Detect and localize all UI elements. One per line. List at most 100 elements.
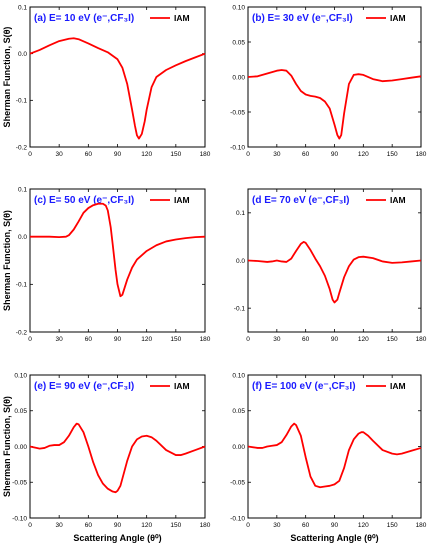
chart-panel-a: 0 30 60 90 120 150 180 -0.2 -0.1 0.0 0.1 Sherman Fu… bbox=[2, 4, 211, 158]
y-tick-label: -0.05 bbox=[230, 109, 245, 116]
x-tick-label: 0 bbox=[28, 336, 32, 343]
y-tick-label: 0.10 bbox=[232, 372, 245, 379]
legend-label: IAM bbox=[390, 195, 406, 205]
y-tick-label: 0.05 bbox=[14, 408, 27, 415]
x-tick-label: 180 bbox=[416, 522, 427, 529]
y-tick-label: 0.0 bbox=[18, 234, 27, 241]
y-tick-label: 0.05 bbox=[232, 408, 245, 415]
legend-label: IAM bbox=[174, 195, 190, 205]
y-tick-label: -0.05 bbox=[230, 480, 245, 487]
x-tick-label: 120 bbox=[141, 151, 152, 158]
plot-frame bbox=[29, 6, 206, 148]
x-tick-label: 90 bbox=[114, 336, 122, 343]
y-tick-label: -0.10 bbox=[12, 515, 27, 522]
x-tick-label: 60 bbox=[302, 151, 310, 158]
y-tick-label: -0.2 bbox=[16, 144, 28, 151]
x-tick-label: 60 bbox=[85, 151, 93, 158]
panel-title: (a) E= 10 eV (e⁻,CF₃I) bbox=[34, 13, 134, 24]
series-line-iam bbox=[29, 37, 206, 140]
x-tick-label: 30 bbox=[56, 151, 64, 158]
y-tick-label: 0.05 bbox=[232, 39, 245, 46]
y-axis-label: Sherman Function, S(θ) bbox=[2, 210, 12, 311]
x-tick-label: 60 bbox=[85, 336, 93, 343]
y-tick-label: -0.2 bbox=[16, 329, 28, 336]
x-tick-label: 0 bbox=[246, 336, 250, 343]
x-tick-label: 30 bbox=[273, 151, 281, 158]
x-tick-label: 120 bbox=[141, 522, 152, 529]
plot-frame bbox=[29, 188, 206, 333]
x-tick-label: 0 bbox=[246, 151, 250, 158]
y-axis-label: Sherman Function, S(θ) bbox=[2, 396, 12, 497]
y-tick-label: 0.1 bbox=[18, 4, 27, 11]
panel-title: (c) E= 50 eV (e⁻,CF₃I) bbox=[34, 195, 134, 206]
y-tick-label: 0.00 bbox=[232, 444, 245, 451]
y-tick-label: 0.1 bbox=[236, 210, 245, 217]
x-tick-label: 180 bbox=[200, 151, 211, 158]
x-tick-label: 0 bbox=[246, 522, 250, 529]
x-tick-label: 150 bbox=[170, 151, 181, 158]
x-tick-label: 120 bbox=[358, 151, 369, 158]
x-tick-label: 90 bbox=[331, 336, 339, 343]
x-tick-label: 150 bbox=[387, 151, 398, 158]
chart-panel-e: 0 30 60 90 120 150 180 -0.10 -0.05 0.00 0.05 0.10 Sh… bbox=[2, 372, 211, 543]
x-tick-label: 0 bbox=[28, 522, 32, 529]
y-tick-label: -0.1 bbox=[234, 305, 246, 312]
y-axis-label: Sherman Function, S(θ) bbox=[2, 27, 12, 128]
series-line-iam bbox=[30, 202, 206, 298]
x-tick-label: 180 bbox=[416, 151, 427, 158]
x-tick-label: 150 bbox=[387, 522, 398, 529]
series-line-iam bbox=[247, 241, 422, 304]
series-line-iam bbox=[247, 69, 422, 140]
chart-panel-f: 0 30 60 90 120 150 180 -0.10 -0.05 0.00 0.05 0.10 Sc… bbox=[230, 372, 427, 543]
x-axis-label: Scattering Angle (θ⁰) bbox=[290, 533, 378, 543]
legend-label: IAM bbox=[390, 381, 406, 391]
x-tick-label: 180 bbox=[200, 522, 211, 529]
y-tick-label: -0.10 bbox=[230, 515, 245, 522]
x-tick-label: 90 bbox=[331, 522, 339, 529]
plot-frame bbox=[29, 374, 206, 519]
panel-title: (d E= 70 eV (e⁻,CF₃I) bbox=[252, 195, 349, 206]
y-tick-label: 0.00 bbox=[232, 74, 245, 81]
y-tick-label: -0.05 bbox=[12, 480, 27, 487]
legend-label: IAM bbox=[390, 13, 406, 23]
y-tick-label: -0.10 bbox=[230, 144, 245, 151]
x-tick-label: 30 bbox=[273, 336, 281, 343]
chart-panel-c: 0 30 60 90 120 150 180 -0.2 -0.1 0.0 0.1 Sherman Fu… bbox=[2, 186, 211, 343]
series-line-iam bbox=[247, 422, 422, 489]
x-tick-label: 60 bbox=[302, 336, 310, 343]
panel-title: (f) E= 100 eV (e⁻,CF₃I) bbox=[252, 381, 356, 392]
x-tick-label: 30 bbox=[56, 336, 64, 343]
y-tick-label: -0.1 bbox=[16, 282, 28, 289]
x-tick-label: 60 bbox=[302, 522, 310, 529]
x-tick-label: 30 bbox=[273, 522, 281, 529]
x-tick-label: 150 bbox=[170, 336, 181, 343]
x-tick-label: 150 bbox=[387, 336, 398, 343]
x-tick-label: 120 bbox=[358, 522, 369, 529]
y-tick-label: 0.0 bbox=[18, 51, 27, 58]
legend-label: IAM bbox=[174, 13, 190, 23]
x-tick-label: 150 bbox=[170, 522, 181, 529]
y-tick-label: 0.10 bbox=[232, 4, 245, 11]
y-tick-label: -0.1 bbox=[16, 98, 28, 105]
panel-title: (b) E= 30 eV (e⁻,CF₃I) bbox=[252, 13, 353, 24]
x-tick-label: 60 bbox=[85, 522, 93, 529]
y-tick-label: 0.00 bbox=[14, 444, 27, 451]
y-tick-label: 0.1 bbox=[18, 186, 27, 193]
x-tick-label: 30 bbox=[56, 522, 64, 529]
chart-panel-b: 0 30 60 90 120 150 180 -0.10 -0.05 0.00 0.05 0.10 (b… bbox=[230, 4, 427, 158]
y-tick-label: 0.10 bbox=[14, 372, 27, 379]
series-line-iam bbox=[29, 422, 206, 494]
x-tick-label: 90 bbox=[114, 522, 122, 529]
x-tick-label: 0 bbox=[28, 151, 32, 158]
x-axis-label: Scattering Angle (θ⁰) bbox=[73, 533, 161, 543]
x-tick-label: 180 bbox=[200, 336, 211, 343]
panel-title: (e) E= 90 eV (e⁻,CF₃I) bbox=[34, 381, 134, 392]
x-tick-label: 180 bbox=[416, 336, 427, 343]
legend-label: IAM bbox=[174, 381, 190, 391]
plot-frame bbox=[247, 374, 422, 519]
x-tick-label: 120 bbox=[358, 336, 369, 343]
y-tick-label: 0.0 bbox=[236, 258, 245, 265]
chart-panel-d: 0 30 60 90 120 150 180 -0.1 0.0 0.1 (d E= 70 eV (e… bbox=[234, 188, 427, 343]
x-tick-label: 120 bbox=[141, 336, 152, 343]
